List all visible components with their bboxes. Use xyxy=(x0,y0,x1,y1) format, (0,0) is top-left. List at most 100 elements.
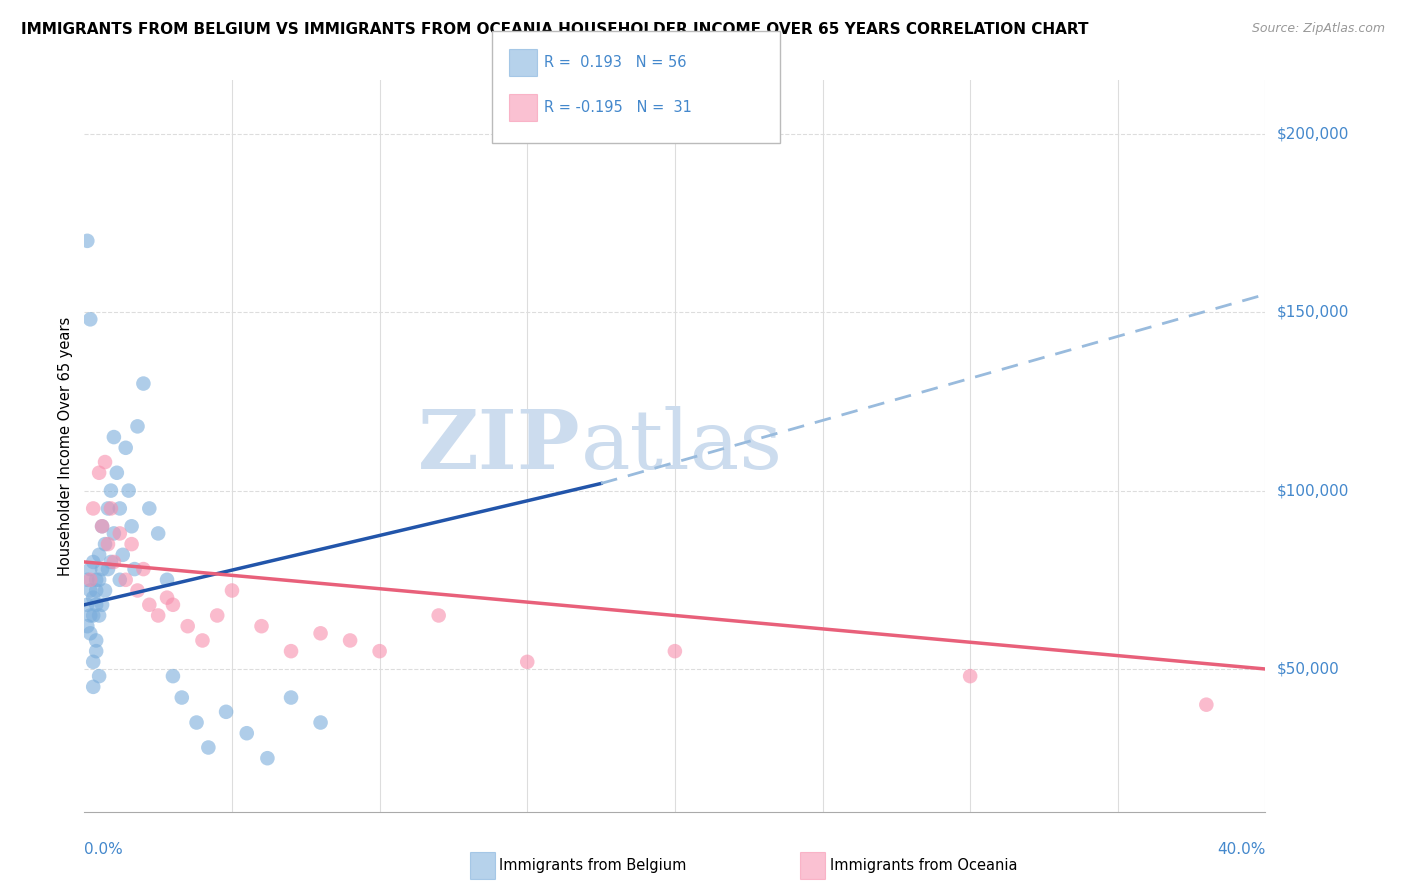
Point xyxy=(76,234,98,248)
Point xyxy=(87,573,111,587)
Y-axis label: Householder Income Over 65 years: Householder Income Over 65 years xyxy=(58,317,73,575)
Point xyxy=(132,562,155,576)
Text: 0.0%: 0.0% xyxy=(84,842,124,857)
Point xyxy=(76,598,98,612)
Point xyxy=(97,537,120,551)
Point xyxy=(108,573,131,587)
Point xyxy=(138,598,160,612)
Point xyxy=(236,726,259,740)
Text: $50,000: $50,000 xyxy=(1277,662,1340,676)
Point xyxy=(82,680,104,694)
Point xyxy=(186,715,208,730)
Point xyxy=(132,376,155,391)
Point xyxy=(91,598,114,612)
Point xyxy=(309,626,332,640)
Point xyxy=(114,441,136,455)
Point xyxy=(79,608,101,623)
Text: $150,000: $150,000 xyxy=(1277,305,1348,319)
Point xyxy=(191,633,214,648)
Point xyxy=(94,583,117,598)
Point xyxy=(103,555,125,569)
Point xyxy=(87,608,111,623)
Point xyxy=(76,573,98,587)
Point xyxy=(114,573,136,587)
Point xyxy=(94,537,117,551)
Point xyxy=(97,562,120,576)
Point xyxy=(94,455,117,469)
Point xyxy=(127,583,149,598)
Point xyxy=(309,715,332,730)
Point xyxy=(250,619,273,633)
Point xyxy=(97,501,120,516)
Point xyxy=(100,483,122,498)
Point xyxy=(280,690,302,705)
Point xyxy=(84,633,107,648)
Text: Immigrants from Belgium: Immigrants from Belgium xyxy=(499,858,686,872)
Point xyxy=(76,619,98,633)
Point xyxy=(84,573,107,587)
Point xyxy=(138,501,160,516)
Point xyxy=(207,608,229,623)
Text: ZIP: ZIP xyxy=(418,406,581,486)
Point xyxy=(82,501,104,516)
Point xyxy=(162,669,184,683)
Point xyxy=(1195,698,1218,712)
Point xyxy=(368,644,391,658)
Text: $200,000: $200,000 xyxy=(1277,127,1348,141)
Text: R =  0.193   N = 56: R = 0.193 N = 56 xyxy=(544,55,686,70)
Point xyxy=(108,501,131,516)
Point xyxy=(105,466,128,480)
Point xyxy=(118,483,141,498)
Point xyxy=(221,583,243,598)
Text: R = -0.195   N =  31: R = -0.195 N = 31 xyxy=(544,100,692,115)
Text: $100,000: $100,000 xyxy=(1277,483,1348,498)
Text: IMMIGRANTS FROM BELGIUM VS IMMIGRANTS FROM OCEANIA HOUSEHOLDER INCOME OVER 65 YE: IMMIGRANTS FROM BELGIUM VS IMMIGRANTS FR… xyxy=(21,22,1088,37)
Point xyxy=(84,598,107,612)
Point xyxy=(79,562,101,576)
Point xyxy=(82,655,104,669)
Point xyxy=(79,573,101,587)
Point xyxy=(121,519,143,533)
Point xyxy=(103,430,125,444)
Point xyxy=(84,583,107,598)
Point xyxy=(108,526,131,541)
Point xyxy=(256,751,278,765)
Point xyxy=(91,519,114,533)
Point xyxy=(280,644,302,658)
Point xyxy=(156,591,179,605)
Point xyxy=(124,562,146,576)
Point xyxy=(162,598,184,612)
Text: Immigrants from Oceania: Immigrants from Oceania xyxy=(830,858,1017,872)
Point xyxy=(427,608,450,623)
Point xyxy=(100,555,122,569)
Point xyxy=(79,626,101,640)
Text: 40.0%: 40.0% xyxy=(1218,842,1265,857)
Point xyxy=(121,537,143,551)
Point xyxy=(516,655,538,669)
Point xyxy=(170,690,193,705)
Point xyxy=(148,526,170,541)
Point xyxy=(100,501,122,516)
Text: Source: ZipAtlas.com: Source: ZipAtlas.com xyxy=(1251,22,1385,36)
Point xyxy=(103,526,125,541)
Point xyxy=(79,312,101,326)
Point xyxy=(82,608,104,623)
Point xyxy=(148,608,170,623)
Point xyxy=(87,669,111,683)
Point xyxy=(79,583,101,598)
Point xyxy=(91,562,114,576)
Point xyxy=(664,644,686,658)
Point xyxy=(215,705,238,719)
Point xyxy=(127,419,149,434)
Point xyxy=(87,466,111,480)
Point xyxy=(111,548,134,562)
Point xyxy=(87,548,111,562)
Point xyxy=(177,619,200,633)
Point xyxy=(82,555,104,569)
Point xyxy=(91,519,114,533)
Point xyxy=(84,644,107,658)
Text: atlas: atlas xyxy=(581,406,783,486)
Point xyxy=(82,591,104,605)
Point xyxy=(339,633,361,648)
Point xyxy=(959,669,981,683)
